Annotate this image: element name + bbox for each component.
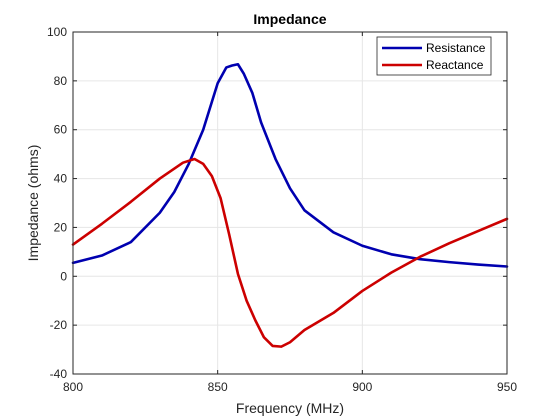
legend-label-resistance: Resistance [426, 41, 486, 55]
x-tick-label: 900 [352, 380, 372, 394]
plot-area [73, 32, 507, 374]
series-lines [71, 62, 509, 348]
y-tick-label: 40 [54, 172, 68, 186]
plot-frame [72, 31, 508, 375]
y-tick-label: -40 [50, 367, 68, 381]
y-tick-label: 60 [54, 123, 68, 137]
x-tick-label: 800 [63, 380, 83, 394]
axis-ticks: 800 850 900 950 -40 -20 0 20 40 60 80 100 [47, 25, 517, 394]
series-line-resistance [71, 62, 509, 268]
y-tick-label: 20 [54, 220, 68, 234]
y-tick-label: -20 [50, 318, 68, 332]
legend-label-reactance: Reactance [426, 58, 484, 72]
legend-box [376, 36, 492, 76]
x-tick-label: 850 [208, 380, 228, 394]
y-tick-label: 0 [60, 269, 67, 283]
y-tick-label: 100 [47, 25, 67, 39]
y-tick-label: 80 [54, 74, 68, 88]
chart-title: Impedance [253, 11, 326, 27]
y-axis-label: Impedance (ohms) [25, 145, 41, 262]
x-tick-label: 950 [497, 380, 517, 394]
series-line-reactance [71, 157, 509, 348]
legend: Resistance Reactance [376, 36, 492, 76]
x-axis-label: Frequency (MHz) [236, 400, 344, 416]
